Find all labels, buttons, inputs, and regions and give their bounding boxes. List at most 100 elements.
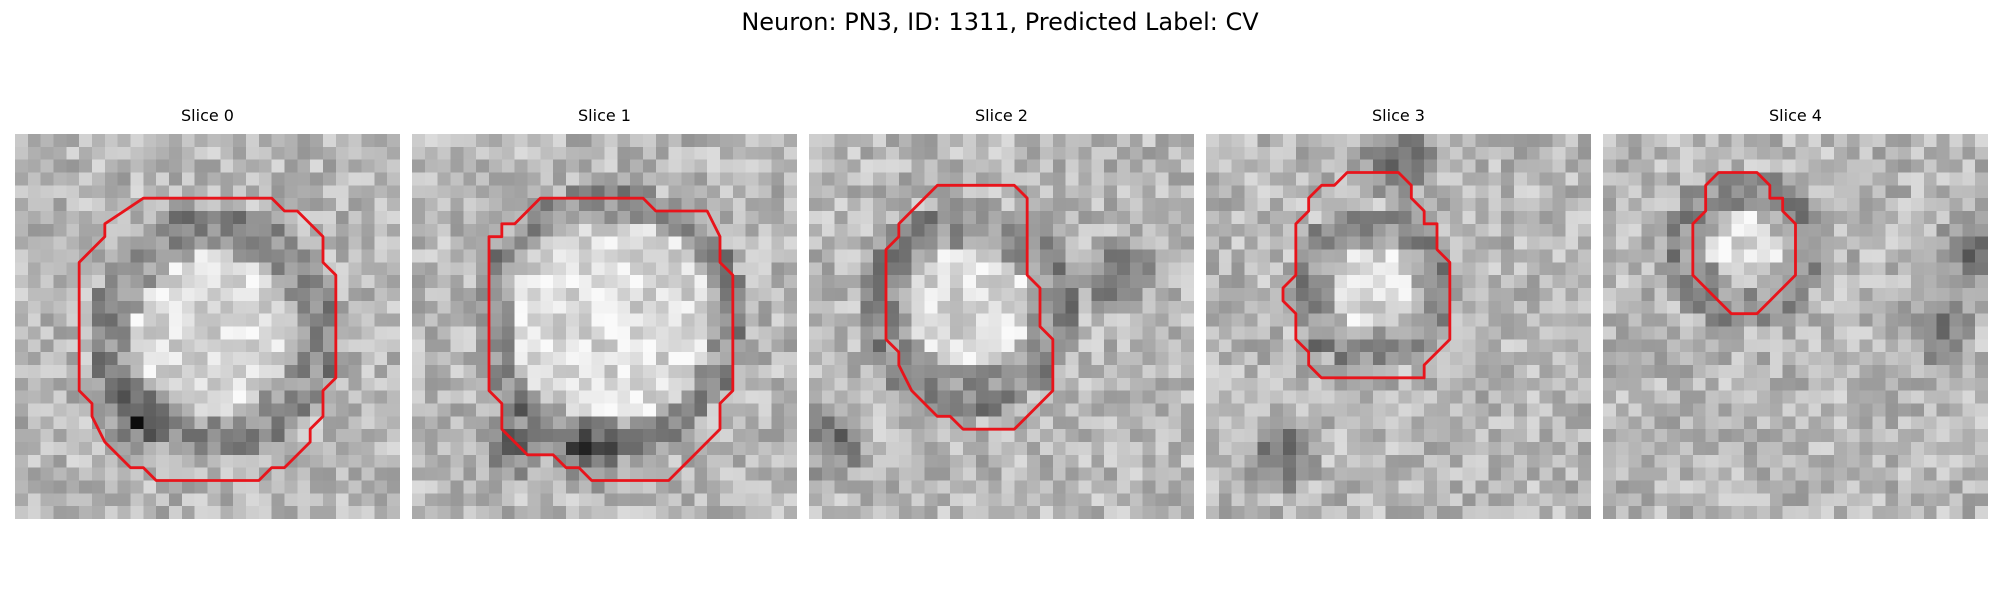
pixel <box>1898 480 1912 494</box>
pixel <box>1641 377 1655 391</box>
pixel <box>937 416 951 430</box>
pixel <box>387 236 400 250</box>
pixel <box>1104 300 1118 314</box>
pixel <box>745 198 759 212</box>
pixel <box>720 467 734 481</box>
pixel <box>335 262 349 276</box>
pixel <box>1680 506 1694 519</box>
pixel <box>1475 454 1489 468</box>
pixel <box>1078 377 1092 391</box>
pixel <box>1885 493 1899 507</box>
pixel <box>323 300 337 314</box>
pixel <box>1142 506 1156 519</box>
pixel <box>1680 185 1694 199</box>
pixel <box>194 480 208 494</box>
pixel <box>1539 429 1553 443</box>
pixel <box>15 480 29 494</box>
pixel <box>40 403 54 417</box>
pixel <box>1808 403 1822 417</box>
pixel <box>630 352 644 366</box>
pixel <box>424 454 438 468</box>
pixel <box>1014 146 1028 160</box>
pixel <box>1552 146 1566 160</box>
pixel <box>1347 313 1361 327</box>
pixel <box>1475 326 1489 340</box>
pixel <box>1552 198 1566 212</box>
pixel <box>1565 377 1579 391</box>
pixel <box>681 506 695 519</box>
pixel <box>1155 134 1169 148</box>
pixel <box>975 223 989 237</box>
pixel <box>348 288 362 302</box>
pixel <box>258 339 272 353</box>
pixel <box>1692 172 1706 186</box>
pixel <box>1372 146 1386 160</box>
pixel <box>246 198 260 212</box>
pixel <box>1142 249 1156 263</box>
pixel <box>1475 134 1489 148</box>
pixel <box>207 275 221 289</box>
pixel <box>233 288 247 302</box>
pixel <box>1975 352 1988 366</box>
pixel <box>424 365 438 379</box>
pixel <box>233 377 247 391</box>
pixel <box>1821 416 1835 430</box>
pixel <box>194 442 208 456</box>
pixel <box>898 467 912 481</box>
pixel <box>387 159 400 173</box>
pixel <box>476 390 490 404</box>
pixel <box>1040 134 1054 148</box>
pixel <box>937 506 951 519</box>
pixel <box>1437 442 1451 456</box>
pixel <box>1692 300 1706 314</box>
pixel <box>1667 352 1681 366</box>
pixel <box>1244 198 1258 212</box>
pixel <box>643 454 657 468</box>
pixel <box>1680 365 1694 379</box>
pixel <box>578 506 592 519</box>
pixel <box>1462 146 1476 160</box>
pixel <box>1372 365 1386 379</box>
pixel <box>1859 146 1873 160</box>
pixel <box>1846 185 1860 199</box>
pixel <box>130 416 144 430</box>
pixel <box>1244 390 1258 404</box>
pixel <box>1437 262 1451 276</box>
pixel <box>847 275 861 289</box>
pixel <box>1949 198 1963 212</box>
pixel <box>1001 352 1015 366</box>
pixel <box>1040 467 1054 481</box>
pixel <box>1295 506 1309 519</box>
pixel <box>66 288 80 302</box>
pixel <box>1295 326 1309 340</box>
pixel <box>1168 185 1182 199</box>
pixel <box>1731 288 1745 302</box>
pixel <box>246 493 260 507</box>
pixel <box>130 223 144 237</box>
pixel <box>489 198 503 212</box>
pixel <box>1424 390 1438 404</box>
pixel <box>860 480 874 494</box>
pixel <box>1936 454 1950 468</box>
pixel <box>1923 275 1937 289</box>
pixel <box>1360 390 1374 404</box>
pixel <box>834 467 848 481</box>
pixel <box>207 159 221 173</box>
pixel <box>1898 172 1912 186</box>
pixel <box>630 416 644 430</box>
pixel <box>1885 339 1899 353</box>
pixel <box>1692 467 1706 481</box>
pixel <box>1104 506 1118 519</box>
pixel <box>92 211 106 225</box>
pixel <box>707 172 721 186</box>
pixel <box>104 172 118 186</box>
pixel <box>1475 288 1489 302</box>
pixel <box>53 236 67 250</box>
pixel <box>207 223 221 237</box>
pixel <box>1334 288 1348 302</box>
pixel <box>1846 198 1860 212</box>
pixel <box>1898 326 1912 340</box>
pixel <box>1565 442 1579 456</box>
pixel <box>310 326 324 340</box>
pixel <box>271 365 285 379</box>
